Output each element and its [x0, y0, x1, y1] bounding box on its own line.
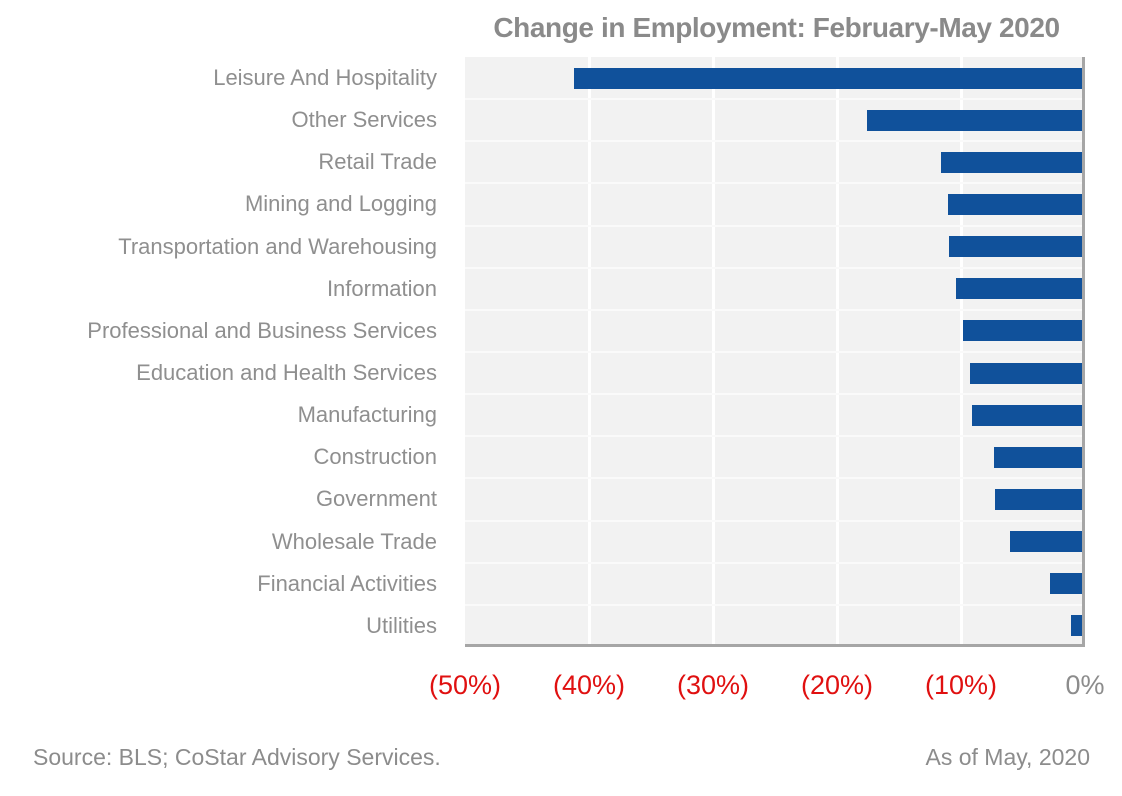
bar — [948, 194, 1082, 215]
category-axis: Leisure And Hospitality Other Services Ret… — [0, 57, 437, 647]
row-gridline — [465, 308, 1082, 311]
bar — [995, 489, 1082, 510]
category-label: Professional and Business Services — [87, 317, 437, 343]
bar — [993, 446, 1082, 468]
x-tick-label: (20%) — [800, 670, 874, 700]
row-gridline — [465, 351, 1082, 353]
x-axis: (50%) (40%) (30%) (20%) (10%) 0% — [429, 670, 1105, 712]
bar — [573, 67, 1082, 89]
bar — [1010, 531, 1082, 553]
bar — [971, 404, 1082, 426]
row-gridline — [465, 603, 1082, 606]
x-tick-label: (40%) — [552, 670, 626, 700]
bar — [867, 109, 1082, 131]
bar — [955, 278, 1082, 300]
bar — [962, 320, 1082, 342]
category-label: Financial Activities — [257, 570, 437, 596]
category-label: Other Services — [291, 107, 438, 133]
category-label: Transportation and Warehousing — [118, 233, 437, 259]
gridline — [587, 57, 591, 644]
category-label: Education and Health Services — [136, 360, 437, 386]
gridline — [711, 57, 715, 644]
x-tick-label: (10%) — [924, 670, 998, 700]
category-label: Manufacturing — [297, 402, 437, 428]
row-gridline — [465, 266, 1082, 269]
category-label: Leisure And Hospitality — [213, 65, 437, 91]
bar — [949, 236, 1082, 258]
x-tick-label: 0% — [1065, 670, 1105, 700]
row-gridline — [465, 393, 1082, 396]
bar — [940, 151, 1082, 173]
x-tick-label: (50%) — [428, 670, 502, 700]
gridline — [959, 57, 963, 644]
category-label: Utilities — [366, 612, 437, 638]
bar — [1049, 573, 1082, 595]
row-gridline — [465, 140, 1082, 143]
bar — [1070, 615, 1082, 637]
category-label: Wholesale Trade — [271, 528, 437, 554]
bar — [970, 362, 1082, 384]
row-gridline — [465, 561, 1082, 564]
row-gridline — [465, 182, 1082, 185]
category-label: Information — [326, 275, 437, 301]
category-label: Retail Trade — [318, 149, 437, 175]
row-gridline — [465, 98, 1082, 101]
source-note: Source: BLS; CoStar Advisory Services. — [33, 744, 441, 770]
category-label: Government — [315, 486, 437, 512]
row-gridline — [465, 224, 1082, 227]
row-gridline — [465, 477, 1082, 480]
plot-area — [465, 57, 1085, 647]
x-tick-label: (30%) — [676, 670, 750, 700]
category-label: Construction — [313, 444, 437, 470]
as-of-note: As of May, 2020 — [925, 744, 1091, 770]
category-label: Mining and Logging — [244, 191, 437, 217]
gridline — [835, 57, 839, 644]
row-gridline — [465, 435, 1082, 438]
row-gridline — [465, 519, 1082, 522]
chart-title: Change in Employment: February-May 2020 — [493, 12, 1060, 43]
